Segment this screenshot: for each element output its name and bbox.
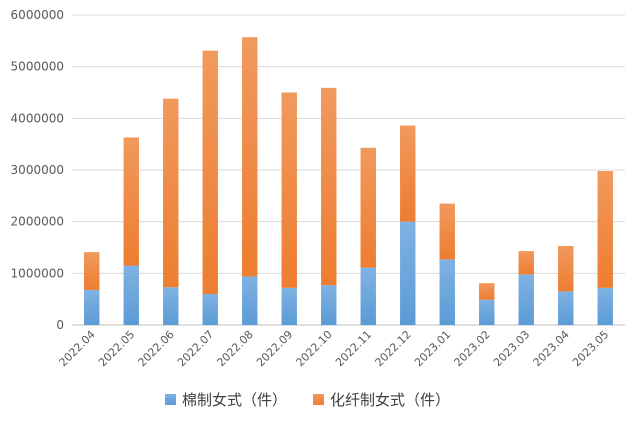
bar-segment-synthetic [400,125,416,222]
bar-segment-synthetic [518,251,534,275]
x-tick-label: 2022.05 [96,328,137,369]
x-tick-label: 2022.07 [175,328,216,369]
bar-segment-cotton [123,265,139,325]
bar-segment-synthetic [479,283,495,300]
bar-segment-synthetic [242,37,258,277]
bar-segment-cotton [281,287,297,325]
x-tick-label: 2023.05 [570,328,611,369]
bar-segment-synthetic [558,245,574,292]
x-tick-label: 2022.06 [136,328,177,369]
x-tick-label: 2022.12 [373,328,414,369]
legend-label: 棉制女式（件） [182,391,287,409]
bar-segment-cotton [518,274,534,325]
bar-segment-synthetic [281,92,297,288]
bar-segment-cotton [439,259,455,325]
bar-segment-synthetic [439,203,455,260]
x-tick-label: 2022.04 [57,328,98,369]
x-axis: 2022.042022.052022.062022.072022.082022.… [57,328,612,369]
bar-segment-cotton [558,291,574,325]
bar-segment-synthetic [163,98,179,288]
y-tick-label: 5000000 [11,60,64,74]
y-tick-label: 1000000 [11,266,64,280]
x-tick-label: 2023.01 [412,328,453,369]
x-tick-label: 2023.04 [531,328,572,369]
legend-swatch-synthetic [313,394,324,405]
x-tick-label: 2023.03 [491,328,532,369]
bar-segment-cotton [400,221,416,325]
x-tick-label: 2022.10 [294,328,335,369]
bar-segment-cotton [242,276,258,325]
bar-segment-synthetic [597,171,613,288]
x-tick-label: 2022.11 [333,328,374,369]
bar-segment-cotton [479,299,495,325]
y-tick-label: 0 [56,318,64,332]
bar-segment-synthetic [321,87,337,286]
bar-segment-cotton [163,287,179,325]
y-tick-label: 6000000 [11,8,64,22]
bar-segment-cotton [597,287,613,325]
legend: 棉制女式（件） 化纤制女式（件） [165,391,450,409]
bar-segment-cotton [202,294,218,325]
y-tick-label: 4000000 [11,111,64,125]
bar-segment-synthetic [84,252,100,290]
bar-segment-synthetic [202,50,218,295]
bar-segment-synthetic [360,147,376,268]
bar-segment-cotton [84,289,100,325]
bar-segment-cotton [321,285,337,325]
bar-segment-cotton [360,267,376,325]
bar-segment-synthetic [123,137,139,266]
legend-label: 化纤制女式（件） [330,391,450,409]
legend-swatch-cotton [165,394,176,405]
y-tick-label: 3000000 [11,163,64,177]
y-axis: 0 1000000 2000000 3000000 4000000 5000000 6000… [11,8,64,332]
bars [84,37,613,325]
x-tick-label: 2022.09 [254,328,295,369]
x-tick-label: 2023.02 [452,328,493,369]
y-tick-label: 2000000 [11,215,64,229]
gridlines [72,14,625,326]
x-tick-label: 2022.08 [215,328,256,369]
